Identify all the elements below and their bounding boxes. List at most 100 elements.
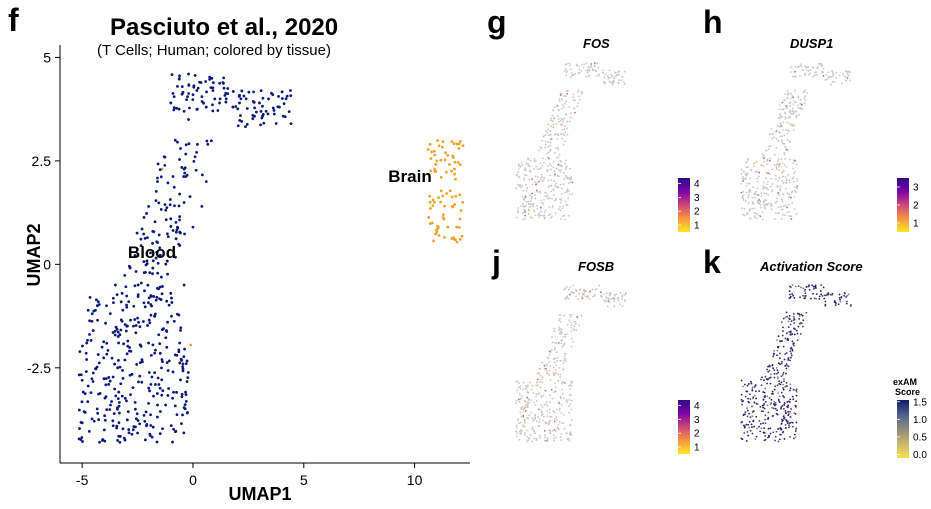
umap-point (795, 329, 798, 332)
umap-point-blood (136, 283, 140, 287)
umap-point (800, 65, 803, 68)
umap-point (795, 110, 798, 113)
umap-point (763, 407, 766, 410)
umap-point-blood (165, 206, 169, 210)
umap-point (572, 284, 575, 287)
umap-point (782, 175, 784, 178)
umap-point (776, 409, 779, 412)
umap-point-blood (194, 168, 198, 172)
umap-point-blood (174, 255, 177, 259)
umap-point-blood (156, 261, 160, 265)
umap-point (546, 415, 549, 418)
umap-point (573, 111, 576, 114)
umap-point (555, 342, 558, 345)
umap-point (540, 404, 542, 406)
umap-point (522, 218, 525, 221)
umap-point (535, 392, 538, 395)
umap-point (562, 132, 565, 135)
umap-point (621, 298, 624, 300)
umap-point-blood (195, 89, 199, 92)
umap-point-brain (451, 156, 455, 160)
umap-point (549, 401, 552, 404)
umap-point (584, 295, 587, 298)
umap-point (548, 196, 551, 199)
umap-point-blood (175, 353, 179, 357)
umap-point (810, 297, 812, 300)
umap-point-blood (161, 285, 164, 288)
umap-point (769, 403, 772, 406)
umap-point-blood (154, 348, 157, 352)
umap-point-brain (428, 222, 432, 225)
umap-point-blood (160, 366, 163, 370)
umap-point (787, 117, 790, 119)
umap-point (524, 174, 527, 177)
umap-point-blood (104, 395, 108, 399)
umap-point-blood (216, 109, 220, 112)
umap-point (811, 66, 814, 69)
umap-point (781, 213, 784, 216)
umap-point (784, 157, 787, 160)
umap-point-blood (126, 344, 130, 348)
umap-point-blood (174, 220, 178, 224)
umap-point-blood (240, 89, 244, 93)
umap-point (822, 67, 825, 70)
umap-point (553, 411, 556, 414)
umap-point (792, 437, 795, 440)
umap-point (564, 352, 567, 355)
umap-point (783, 134, 786, 137)
umap-point (526, 429, 528, 432)
umap-point (755, 435, 758, 438)
umap-point (767, 377, 770, 380)
umap-point (805, 311, 808, 314)
umap-point (787, 357, 790, 359)
umap-point-blood (133, 253, 137, 257)
umap-point (570, 419, 573, 422)
umap-point (765, 192, 768, 195)
panel-letter-g: g (487, 4, 507, 40)
umap-point (784, 412, 787, 415)
umap-point (788, 115, 791, 118)
umap-point-blood (117, 358, 120, 362)
umap-point (767, 148, 770, 151)
umap-point (570, 74, 573, 77)
umap-point (562, 369, 564, 371)
umap-point (778, 357, 781, 360)
umap-point (553, 133, 556, 136)
umap-point-blood (136, 316, 139, 320)
umap-point-blood (130, 432, 134, 436)
umap-point (550, 164, 552, 167)
umap-point (831, 69, 833, 72)
umap-point-brain (458, 163, 462, 167)
umap-point-blood (147, 205, 151, 208)
umap-point-blood (171, 440, 174, 444)
umap-point-blood (149, 303, 153, 306)
umap-point (516, 432, 519, 435)
umap-point-blood (259, 89, 263, 92)
umap-point (781, 179, 784, 182)
umap-point (548, 134, 551, 137)
umap-point (805, 69, 808, 72)
umap-point (742, 414, 745, 417)
umap-point-blood (123, 438, 127, 442)
umap-point-blood (156, 176, 159, 180)
umap-point (518, 382, 521, 385)
umap-point (571, 193, 574, 195)
umap-point (773, 388, 776, 391)
umap-point-blood (145, 212, 148, 215)
umap-point-blood (139, 237, 143, 241)
umap-point (765, 202, 767, 205)
umap-point (569, 76, 572, 79)
umap-point-blood (179, 378, 182, 382)
umap-point (768, 172, 771, 175)
umap-point-blood (123, 358, 127, 362)
umap-point (770, 208, 773, 211)
umap-point (782, 162, 784, 164)
umap-point (775, 367, 778, 369)
umap-point (559, 160, 562, 162)
umap-point (751, 410, 754, 413)
umap-point (547, 214, 550, 217)
umap-point (764, 418, 767, 421)
umap-point (568, 411, 571, 414)
umap-point (549, 429, 552, 432)
